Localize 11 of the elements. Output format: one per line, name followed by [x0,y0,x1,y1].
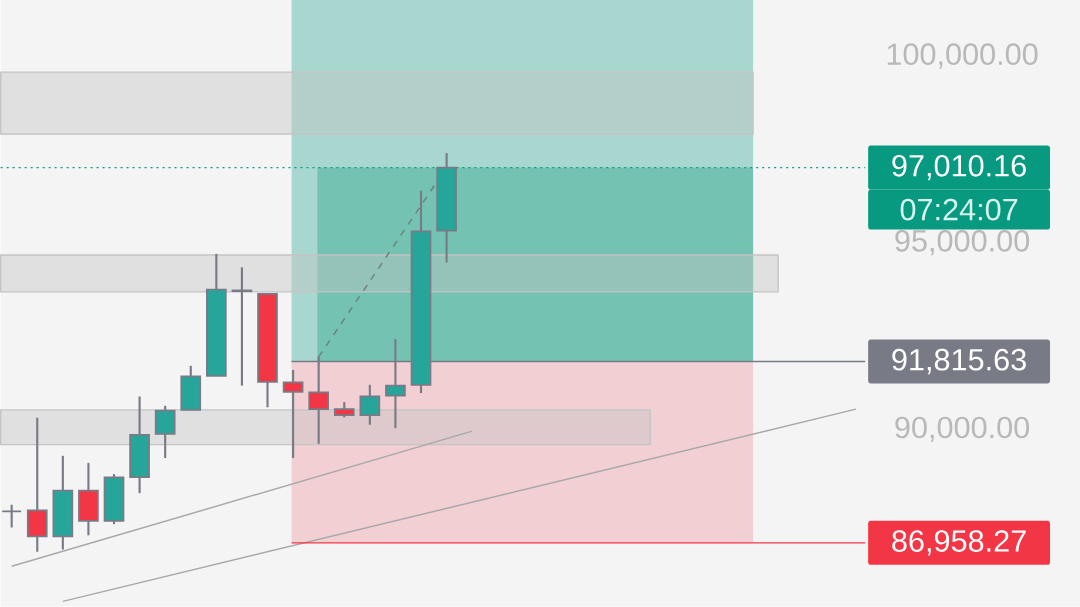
y-tick-label: 90,000.00 [895,416,1030,443]
candlestick [1,503,23,529]
y-tick-label: 100,000.00 [887,43,1038,69]
candlestick [359,383,381,427]
ref-line-label: 97,010.16 [892,155,1026,181]
text: 07:24:07 [900,198,1018,221]
candlestick [154,404,176,460]
ref-line-label: 91,815.63 [892,349,1026,375]
candlestick [282,369,304,460]
ref-line-label: 86,958.27 [892,530,1026,556]
y-tick-label: 95,000.00 [895,230,1030,256]
